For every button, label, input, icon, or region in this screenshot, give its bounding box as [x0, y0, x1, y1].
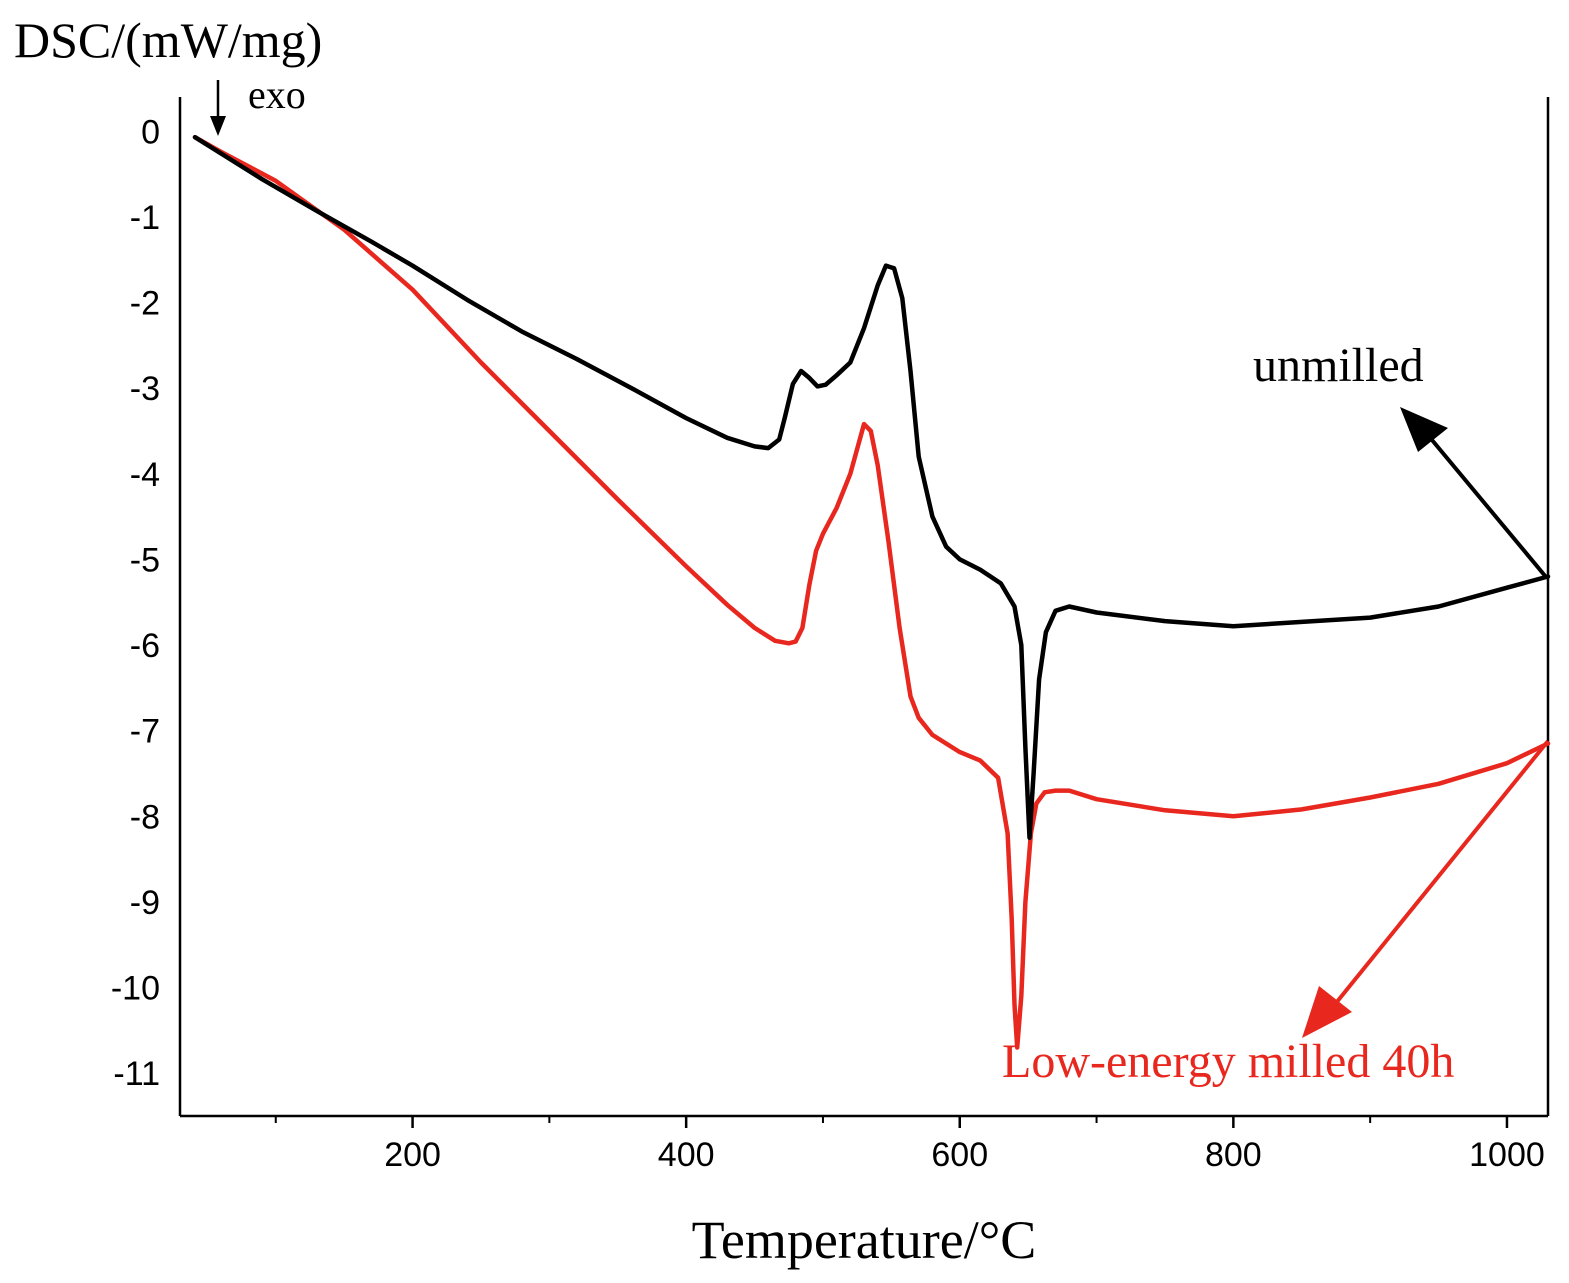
x-tick-label: 1000 — [1469, 1136, 1545, 1174]
y-tick-label: -11 — [113, 1055, 160, 1093]
y-tick-label: -7 — [130, 713, 160, 751]
series-label-milled: Low-energy milled 40h — [1002, 1035, 1454, 1088]
x-tick-label: 200 — [384, 1136, 441, 1174]
series-label-unmilled: unmilled — [1253, 339, 1424, 392]
y-tick-label: 0 — [141, 113, 160, 151]
y-tick-label: -8 — [130, 798, 160, 836]
y-axis-label: DSC/(mW/mg) — [14, 12, 322, 68]
x-tick-label: 400 — [658, 1136, 715, 1174]
axes — [178, 97, 1550, 1118]
y-tick-label: -2 — [130, 285, 160, 323]
series-layer — [192, 134, 1551, 1050]
y-ticks: 0 -1 -2 -3 -4 -5 -6 -7 -8 -9 -10 -11 — [111, 113, 160, 1093]
series-line-milled — [192, 134, 1551, 1050]
y-tick-label: -6 — [130, 627, 160, 665]
x-axis-label: Temperature/°C — [692, 1210, 1037, 1270]
exo-label: exo — [248, 72, 306, 117]
x-ticks: 200 400 600 800 1000 — [274, 1116, 1545, 1174]
x-tick-label: 600 — [931, 1136, 988, 1174]
series-line-unmilled — [192, 134, 1551, 840]
y-tick-label: -4 — [130, 456, 160, 494]
y-tick-label: -3 — [130, 370, 160, 408]
y-tick-label: -5 — [130, 541, 160, 579]
y-tick-label: -10 — [111, 970, 160, 1008]
milled-pointer-arrow-icon — [1302, 739, 1550, 1038]
y-tick-label: -9 — [130, 884, 160, 922]
exo-arrow-icon — [210, 80, 226, 136]
unmilled-pointer-arrow-icon — [1400, 407, 1548, 579]
y-tick-label: -1 — [130, 199, 160, 237]
x-tick-label: 800 — [1205, 1136, 1262, 1174]
